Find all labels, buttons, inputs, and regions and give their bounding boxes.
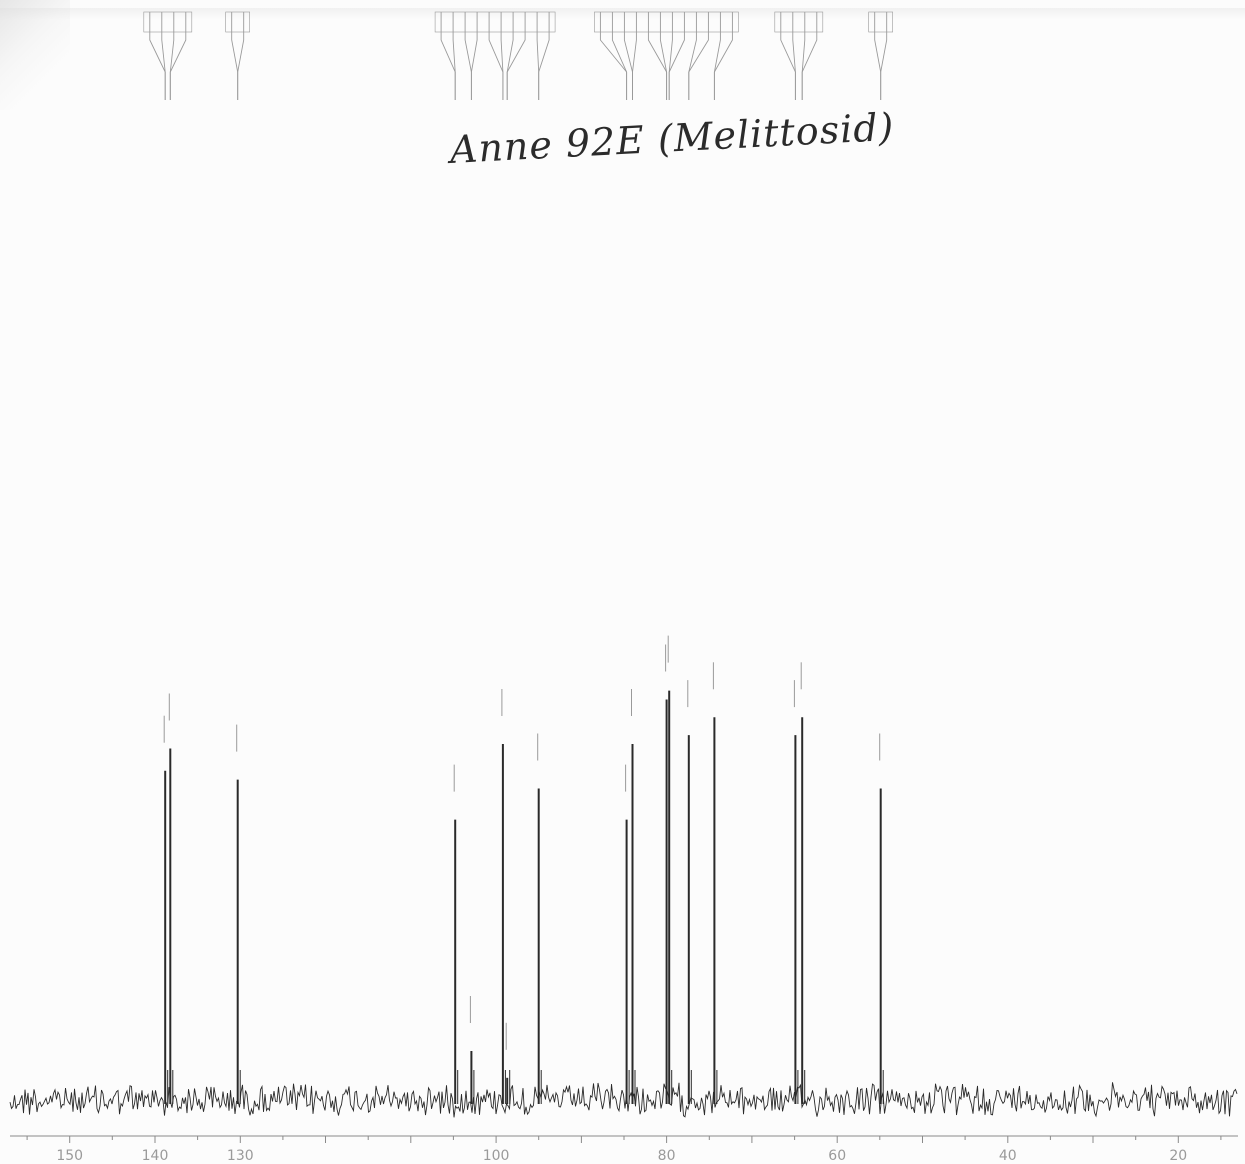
header-lead-25 (688, 12, 709, 100)
header-lead-29 (792, 12, 796, 100)
header-lead-27 (713, 12, 733, 100)
header-lead-5 (237, 12, 245, 100)
peak-layer (164, 690, 884, 1104)
x-tick-label-80: 80 (658, 1148, 676, 1164)
x-tick-label-60: 60 (828, 1148, 846, 1164)
header-slot-box (434, 11, 556, 33)
scan-edge-shadow (0, 8, 1245, 20)
header-lead-31 (801, 12, 818, 100)
header-lead-1 (161, 12, 166, 100)
header-lead-7 (452, 12, 456, 100)
peak-label-header (143, 11, 894, 100)
peak-marker-layer (163, 635, 881, 1050)
baseline-noise-trace (9, 1082, 1238, 1118)
paper-fold-corner (0, 0, 70, 110)
header-lead-4 (231, 12, 239, 100)
baseline-noise-layer (9, 1082, 1238, 1118)
header-lead-21 (659, 12, 668, 100)
header-lead-23 (668, 12, 685, 100)
x-tick-label-40: 40 (999, 1148, 1017, 1164)
header-lead-3 (169, 12, 187, 100)
header-lead-16 (599, 12, 628, 100)
header-lead-13 (506, 12, 526, 100)
header-slot-box (594, 11, 739, 33)
header-lead-9 (470, 12, 478, 100)
header-lead-26 (713, 12, 721, 100)
header-lead-0 (149, 12, 166, 100)
header-lead-17 (611, 12, 628, 100)
header-lead-19 (632, 12, 637, 100)
header-lead-2 (169, 12, 175, 100)
header-lead-22 (668, 12, 673, 100)
x-tick-label-150: 150 (56, 1148, 83, 1164)
x-tick-label-130: 130 (227, 1148, 254, 1164)
header-lead-11 (500, 12, 504, 100)
header-lead-8 (464, 12, 472, 100)
header-lead-18 (623, 12, 633, 100)
header-slot-box (143, 11, 193, 33)
header-lead-24 (688, 12, 697, 100)
header-lead-33 (880, 12, 888, 100)
header-slot-box (225, 11, 250, 33)
x-tick-label-100: 100 (483, 1148, 510, 1164)
header-lead-12 (506, 12, 514, 100)
x-axis: 150 140 130 100 80 60 40 20 (10, 1135, 1238, 1164)
x-tick-label-140: 140 (142, 1148, 169, 1164)
header-lead-32 (874, 12, 882, 100)
header-slot-box (774, 11, 824, 33)
header-lead-15 (538, 12, 550, 100)
header-slot-box (868, 11, 894, 33)
x-tick-label-20: 20 (1169, 1148, 1187, 1164)
